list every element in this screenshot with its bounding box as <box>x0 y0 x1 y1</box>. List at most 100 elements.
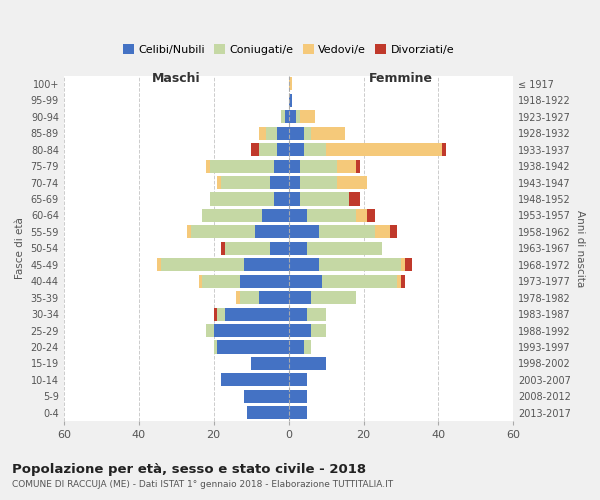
Bar <box>356 160 360 172</box>
Bar <box>289 176 300 189</box>
Bar <box>442 143 446 156</box>
Bar <box>296 110 300 124</box>
Bar <box>262 209 289 222</box>
Bar <box>390 226 397 238</box>
Bar <box>289 390 307 403</box>
Bar <box>300 160 337 172</box>
Bar <box>259 291 289 304</box>
Bar <box>307 209 356 222</box>
Y-axis label: Anni di nascita: Anni di nascita <box>575 210 585 287</box>
Bar <box>221 374 289 386</box>
Bar <box>202 274 240 288</box>
Bar <box>289 78 292 90</box>
Bar <box>251 143 259 156</box>
Bar <box>300 110 315 124</box>
Bar <box>289 374 307 386</box>
Bar <box>319 258 401 272</box>
Text: COMUNE DI RACCUJA (ME) - Dati ISTAT 1° gennaio 2018 - Elaborazione TUTTITALIA.IT: COMUNE DI RACCUJA (ME) - Dati ISTAT 1° g… <box>12 480 393 489</box>
Bar <box>356 209 367 222</box>
Bar <box>289 94 292 107</box>
Bar <box>210 160 274 172</box>
Bar <box>289 357 326 370</box>
Bar <box>326 143 442 156</box>
Bar <box>225 308 289 320</box>
Bar <box>221 242 225 255</box>
Bar <box>304 126 311 140</box>
Bar <box>401 274 405 288</box>
Bar <box>304 340 311 353</box>
Bar <box>401 258 405 272</box>
Bar <box>300 176 337 189</box>
Text: Popolazione per età, sesso e stato civile - 2018: Popolazione per età, sesso e stato civil… <box>12 462 366 475</box>
Bar <box>266 126 277 140</box>
Bar <box>300 192 349 205</box>
Bar <box>289 226 319 238</box>
Bar <box>274 160 289 172</box>
Bar <box>270 176 289 189</box>
Bar <box>289 258 319 272</box>
Bar <box>214 308 217 320</box>
Bar <box>236 291 240 304</box>
Bar <box>307 242 382 255</box>
Bar <box>281 110 285 124</box>
Bar <box>214 340 217 353</box>
Bar <box>274 192 289 205</box>
Bar <box>217 340 289 353</box>
Bar <box>210 192 274 205</box>
Bar <box>349 192 360 205</box>
Bar <box>289 242 307 255</box>
Bar <box>217 176 221 189</box>
Bar <box>289 324 311 337</box>
Bar <box>289 340 304 353</box>
Bar <box>367 209 375 222</box>
Bar <box>289 160 300 172</box>
Legend: Celibi/Nubili, Coniugati/e, Vedovi/e, Divorziati/e: Celibi/Nubili, Coniugati/e, Vedovi/e, Di… <box>119 40 458 60</box>
Bar <box>289 308 307 320</box>
Bar <box>202 209 262 222</box>
Bar <box>240 274 289 288</box>
Bar <box>311 126 345 140</box>
Bar <box>244 390 289 403</box>
Bar <box>289 110 296 124</box>
Bar <box>289 291 311 304</box>
Bar <box>187 226 191 238</box>
Bar <box>259 143 277 156</box>
Bar <box>337 160 356 172</box>
Bar <box>289 143 304 156</box>
Bar <box>375 226 390 238</box>
Bar <box>251 357 289 370</box>
Bar <box>247 406 289 419</box>
Bar <box>221 176 270 189</box>
Bar <box>397 274 401 288</box>
Bar <box>259 126 266 140</box>
Bar <box>244 258 289 272</box>
Bar <box>161 258 244 272</box>
Bar <box>191 226 255 238</box>
Bar <box>206 324 214 337</box>
Bar <box>255 226 289 238</box>
Bar <box>217 308 225 320</box>
Bar <box>206 160 210 172</box>
Bar <box>405 258 412 272</box>
Bar <box>289 192 300 205</box>
Bar <box>322 274 397 288</box>
Bar <box>225 242 270 255</box>
Text: Femmine: Femmine <box>369 72 433 86</box>
Bar <box>319 226 375 238</box>
Bar <box>289 126 304 140</box>
Bar <box>289 274 322 288</box>
Bar <box>157 258 161 272</box>
Bar <box>277 126 289 140</box>
Bar <box>311 324 326 337</box>
Bar <box>199 274 202 288</box>
Bar <box>289 406 307 419</box>
Bar <box>289 209 307 222</box>
Y-axis label: Fasce di età: Fasce di età <box>15 218 25 279</box>
Bar <box>240 291 259 304</box>
Bar <box>311 291 356 304</box>
Bar <box>307 308 326 320</box>
Text: Maschi: Maschi <box>152 72 200 86</box>
Bar <box>285 110 289 124</box>
Bar <box>277 143 289 156</box>
Bar <box>270 242 289 255</box>
